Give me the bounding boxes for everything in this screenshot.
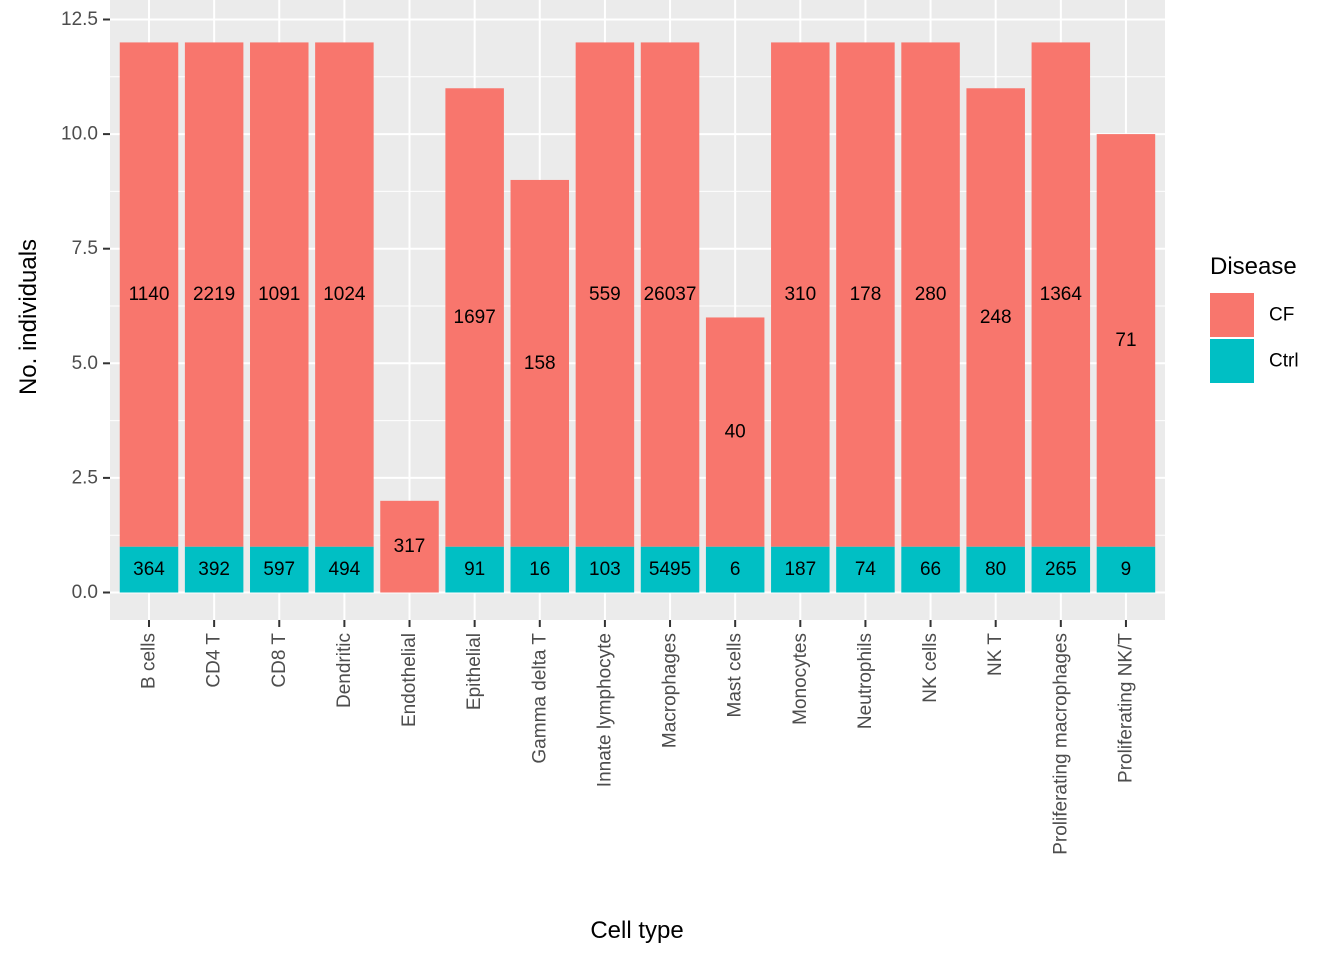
legend-title: Disease [1210,253,1297,280]
bar-label-ctrl: 187 [784,559,816,580]
bar-label-cf: 1697 [454,307,496,328]
bar-cf [380,500,439,593]
bar-cf [184,42,244,547]
bar-label-ctrl: 91 [464,559,485,580]
y-tick-label: 5.0 [72,353,98,374]
bar-cf [1031,42,1091,547]
y-tick-label: 2.5 [72,467,98,488]
bar-label-cf: 1364 [1040,284,1083,305]
bar-ctrl [1096,546,1156,593]
y-tick-label: 0.0 [72,582,98,603]
bar-label-ctrl: 80 [985,559,1006,580]
bar-ctrl [445,546,504,593]
bar-label-cf: 26037 [644,284,697,305]
x-tick-label: CD8 T [269,633,290,688]
bar-cf [705,317,765,547]
bar-ctrl [184,546,244,593]
bar-cf [771,42,830,547]
bar-label-ctrl: 364 [133,559,165,580]
x-tick-label: CD4 T [204,633,225,688]
x-axis: B cells CD4 T CD8 T Dendritic Endothelial Epi… [139,620,1136,855]
y-tick-label: 10.0 [61,124,98,145]
bar-ctrl [966,546,1025,593]
bar-label-ctrl: 597 [263,559,295,580]
y-tick-label: 7.5 [72,238,98,259]
bar-cf [966,88,1025,547]
bar-ctrl [901,546,960,593]
x-tick-label: Dendritic [334,633,355,708]
bar-ctrl [640,546,700,593]
bars [119,42,1156,593]
bar-cf [901,42,960,547]
legend-label-ctrl: Ctrl [1269,351,1299,372]
x-tick-label: Mast cells [725,633,746,717]
bar-cf [575,42,635,547]
x-tick-label: NK T [985,633,1006,676]
x-tick-label: Endothelial [399,633,420,727]
bar-label-cf: 310 [784,284,816,305]
bar-ctrl [1031,546,1091,593]
bar-ctrl [575,546,635,593]
bar-label-ctrl: 6 [730,559,741,580]
bar-label-cf: 40 [725,422,746,443]
bar-labels: 3641140392221959710914941024317911697161… [129,284,1137,580]
bar-cf [445,88,504,547]
bar-label-cf: 1024 [323,284,366,305]
x-axis-title: Cell type [590,917,683,944]
legend-label-cf: CF [1269,305,1294,326]
bar-cf [510,179,570,547]
bar-label-ctrl: 74 [855,559,877,580]
bar-ctrl [771,546,830,593]
bar-cf [315,42,374,547]
bar-label-cf: 178 [850,284,882,305]
x-tick-label: Innate lymphocyte [594,633,615,787]
bar-ctrl [119,546,179,593]
bar-cf [1096,134,1156,547]
bar-label-ctrl: 66 [920,559,941,580]
bar-label-cf: 158 [524,353,556,374]
legend-key-ctrl [1210,339,1254,383]
x-tick-label: Monocytes [790,633,811,725]
x-tick-label: Gamma delta T [529,633,550,764]
bar-ctrl [250,546,309,593]
x-tick-label: Proliferating NK/T [1115,633,1136,783]
bar-cf [119,42,179,547]
bar-label-ctrl: 392 [198,559,230,580]
legend-key-cf [1210,293,1254,337]
x-tick-label: B cells [139,633,160,689]
bar-label-cf: 248 [980,307,1012,328]
bar-label-ctrl: 103 [589,559,621,580]
bar-label-ctrl: 9 [1121,559,1132,580]
y-axis-title: No. individuals [15,239,42,395]
legend: Disease CF Ctrl [1210,253,1299,383]
x-tick-label: Epithelial [464,633,485,710]
bar-cf [640,42,700,547]
bar-label-cf: 559 [589,284,621,305]
y-tick-label: 12.5 [61,9,98,30]
bar-ctrl [315,546,374,593]
x-tick-label: NK cells [920,633,941,703]
x-tick-label: Proliferating macrophages [1050,633,1071,855]
bar-label-ctrl: 494 [329,559,361,580]
bar-label-ctrl: 16 [529,559,550,580]
x-tick-label: Macrophages [660,633,681,748]
y-axis: 0.0 2.5 5.0 7.5 10.0 12.5 [61,9,110,603]
bar-cf [836,42,895,547]
bar-label-cf: 1091 [258,284,300,305]
bar-ctrl [510,546,570,593]
bar-label-cf: 71 [1115,330,1136,351]
bar-ctrl [705,546,765,593]
bar-label-ctrl: 5495 [649,559,691,580]
bar-ctrl [836,546,895,593]
bar-label-cf: 2219 [193,284,235,305]
bar-label-cf: 1140 [129,284,170,305]
bar-cf [250,42,309,547]
bar-label-cf: 280 [915,284,947,305]
x-tick-label: Neutrophils [855,633,876,729]
bar-label-cf: 317 [394,536,426,557]
bar-label-ctrl: 265 [1045,559,1077,580]
